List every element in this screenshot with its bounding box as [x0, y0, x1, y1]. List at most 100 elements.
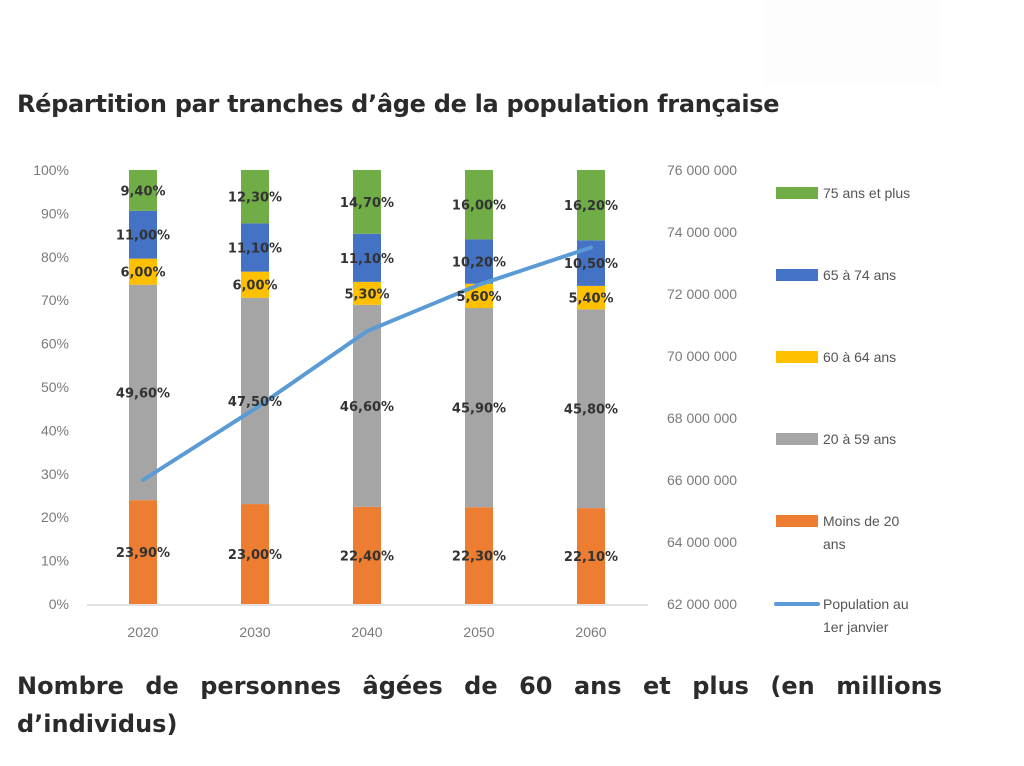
data-label-65-a-74-ans: 11,00% — [116, 229, 170, 244]
segment-labels: 23,90% 49,60% 6,00% 11,00% 9,40% 23,00% 47,50%… — [116, 184, 618, 565]
bar-segment-moins-de-20-ans — [353, 506, 381, 604]
data-label-75-ans-et-plus: 16,20% — [564, 199, 618, 214]
bar-segment-75-ans-et-plus — [241, 170, 269, 224]
data-label-moins-de-20-ans: 23,00% — [228, 548, 282, 563]
bar-segment-75-ans-et-plus — [353, 170, 381, 234]
chart-title: Répartition par tranches d’âge de la pop… — [17, 90, 780, 118]
left-axis: 0% 10% 20% 30% 40% 50% 60% 70% 80% 90% 100% — [33, 162, 69, 612]
legend-item: 20 à 59 ans — [776, 431, 896, 447]
right-axis-tick-label: 72 000 000 — [667, 286, 737, 302]
bar-segment-65-a-74-ans — [353, 233, 381, 282]
bar-segment-moins-de-20-ans — [241, 504, 269, 604]
legend-label: 65 à 74 ans — [823, 267, 896, 283]
bar-segment-65-a-74-ans — [465, 239, 493, 284]
right-axis-tick-label: 64 000 000 — [667, 534, 737, 550]
data-label-20-a-59-ans: 45,80% — [564, 403, 618, 418]
bar-segment-moins-de-20-ans — [129, 500, 157, 604]
bar-segment-60-a-64-ans — [129, 258, 157, 285]
left-axis-tick-label: 0% — [49, 596, 69, 612]
left-axis-tick-label: 70% — [41, 292, 69, 308]
bar-segment-moins-de-20-ans — [465, 507, 493, 604]
bar-segment-65-a-74-ans — [129, 210, 157, 259]
left-axis-tick-label: 40% — [41, 422, 69, 438]
data-label-65-a-74-ans: 10,20% — [452, 256, 506, 271]
background-block — [765, 0, 940, 85]
x-axis-tick-label: 2040 — [351, 624, 382, 640]
right-axis-tick-label: 62 000 000 — [667, 596, 737, 612]
x-axis-tick-label: 2030 — [239, 624, 270, 640]
right-axis-tick-label: 76 000 000 — [667, 162, 737, 178]
bar-segment-20-a-59-ans — [577, 309, 605, 509]
left-axis-tick-label: 30% — [41, 466, 69, 482]
data-label-75-ans-et-plus: 16,00% — [452, 199, 506, 214]
bar-segment-20-a-59-ans — [129, 284, 157, 501]
left-axis-tick-label: 10% — [41, 553, 69, 569]
right-axis-tick-label: 68 000 000 — [667, 410, 737, 426]
legend-label: ans — [823, 536, 846, 552]
data-label-60-a-64-ans: 6,00% — [120, 266, 165, 281]
bar-segment-75-ans-et-plus — [129, 170, 157, 211]
legend-swatch — [776, 269, 818, 281]
data-label-20-a-59-ans: 46,60% — [340, 400, 394, 415]
left-axis-tick-label: 80% — [41, 249, 69, 265]
section-subtitle: Nombre de personnes âgées de 60 ans et p… — [17, 672, 942, 738]
data-label-75-ans-et-plus: 12,30% — [228, 191, 282, 206]
legend-item: 65 à 74 ans — [776, 267, 896, 283]
data-label-60-a-64-ans: 5,40% — [568, 292, 613, 307]
legend-label: 75 ans et plus — [823, 185, 910, 201]
x-axis-tick-label: 2060 — [575, 624, 606, 640]
bar-segment-60-a-64-ans — [241, 271, 269, 298]
population-line-layer — [141, 245, 593, 482]
legend-label: 20 à 59 ans — [823, 431, 896, 447]
legend-item: 75 ans et plus — [776, 185, 910, 201]
data-label-65-a-74-ans: 10,50% — [564, 257, 618, 272]
legend-label: 1er janvier — [823, 619, 889, 635]
left-axis-tick-label: 60% — [41, 336, 69, 352]
bar-segment-75-ans-et-plus — [465, 170, 493, 240]
data-label-60-a-64-ans: 5,30% — [344, 287, 389, 302]
data-label-75-ans-et-plus: 9,40% — [120, 184, 165, 199]
legend-label: 60 à 64 ans — [823, 349, 896, 365]
legend-label: Population au — [823, 596, 909, 612]
data-label-20-a-59-ans: 49,60% — [116, 386, 170, 401]
legend-swatch — [776, 433, 818, 445]
bar-segment-60-a-64-ans — [353, 281, 381, 305]
legend-item: Moins de 20 ans — [776, 513, 899, 552]
right-axis: 62 000 000 64 000 000 66 000 000 68 000 000… — [667, 162, 737, 612]
right-axis-tick-label: 70 000 000 — [667, 348, 737, 364]
data-label-75-ans-et-plus: 14,70% — [340, 196, 394, 211]
x-axis-tick-label: 2050 — [463, 624, 494, 640]
data-label-moins-de-20-ans: 22,10% — [564, 550, 618, 565]
legend: 75 ans et plus 65 à 74 ans 60 à 64 ans 20 à… — [774, 185, 910, 635]
legend-item: Population au 1er janvier — [774, 596, 909, 635]
data-label-60-a-64-ans: 6,00% — [232, 279, 277, 294]
x-axis-tick-label: 2020 — [127, 624, 158, 640]
left-axis-tick-label: 100% — [33, 162, 69, 178]
bar-segment-65-a-74-ans — [241, 223, 269, 272]
right-axis-tick-label: 66 000 000 — [667, 472, 737, 488]
stacked-bar-chart: 0% 10% 20% 30% 40% 50% 60% 70% 80% 90% 100% 62 000… — [33, 162, 910, 640]
data-label-65-a-74-ans: 11,10% — [228, 242, 282, 257]
left-axis-tick-label: 90% — [41, 205, 69, 221]
bar-segment-75-ans-et-plus — [577, 170, 605, 241]
bars — [129, 170, 605, 604]
bar-segment-60-a-64-ans — [577, 285, 605, 310]
left-axis-tick-label: 20% — [41, 509, 69, 525]
legend-swatch — [776, 515, 818, 527]
right-axis-tick-label: 74 000 000 — [667, 224, 737, 240]
x-axis-labels: 2020 2030 2040 2050 2060 — [127, 624, 606, 640]
data-label-60-a-64-ans: 5,60% — [456, 290, 501, 305]
data-label-20-a-59-ans: 45,90% — [452, 402, 506, 417]
legend-label: Moins de 20 — [823, 513, 899, 529]
left-axis-tick-label: 50% — [41, 379, 69, 395]
data-label-65-a-74-ans: 11,10% — [340, 252, 394, 267]
data-label-moins-de-20-ans: 23,90% — [116, 546, 170, 561]
legend-item: 60 à 64 ans — [776, 349, 896, 365]
data-label-20-a-59-ans: 47,50% — [228, 395, 282, 410]
data-label-moins-de-20-ans: 22,40% — [340, 549, 394, 564]
data-label-moins-de-20-ans: 22,30% — [452, 550, 506, 565]
bar-segment-20-a-59-ans — [465, 308, 493, 508]
bar-segment-moins-de-20-ans — [577, 508, 605, 604]
legend-swatch — [776, 187, 818, 199]
legend-swatch — [776, 351, 818, 363]
